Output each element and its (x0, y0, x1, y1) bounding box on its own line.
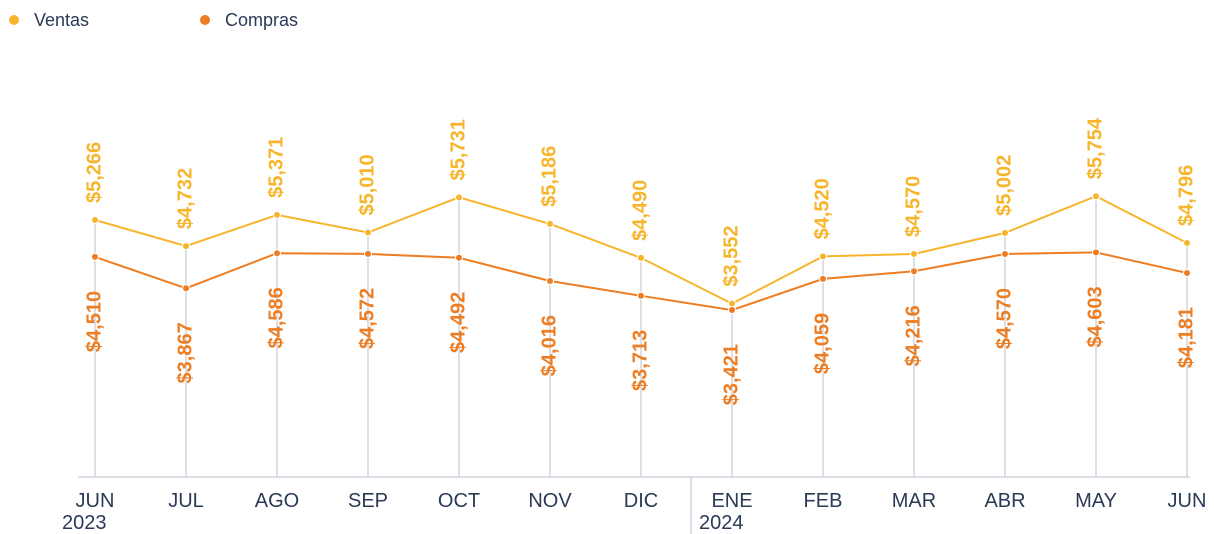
data-label: $4,016 (538, 315, 560, 376)
legend-dot (9, 15, 19, 25)
data-label: $4,510 (83, 291, 105, 352)
data-label: $4,492 (447, 292, 469, 353)
point (819, 252, 827, 261)
data-label: $5,186 (538, 146, 560, 207)
point (1183, 238, 1191, 247)
year-label: 2024 (699, 512, 744, 534)
data-label: $4,490 (629, 180, 651, 241)
data-label: $4,732 (174, 168, 196, 229)
point (910, 249, 918, 258)
point (728, 306, 736, 315)
data-label: $3,713 (629, 330, 651, 391)
x-tick-label: DIC (624, 490, 658, 512)
x-tick-label: FEB (804, 490, 843, 512)
x-tick-label: JUN (76, 490, 115, 512)
data-label: $5,002 (993, 155, 1015, 216)
point (637, 253, 645, 262)
point (91, 216, 99, 225)
data-label: $4,603 (1084, 286, 1106, 347)
x-tick-label: ENE (711, 490, 752, 512)
point (273, 210, 281, 219)
point (455, 253, 463, 262)
data-label: $4,796 (1175, 165, 1197, 226)
data-label: $5,010 (356, 154, 378, 215)
data-label: $4,216 (902, 305, 924, 366)
point (546, 219, 554, 228)
point (819, 274, 827, 283)
legend-label: Ventas (34, 10, 89, 30)
data-label: $4,570 (902, 176, 924, 237)
data-label: $5,371 (265, 137, 287, 198)
data-label: $4,570 (993, 288, 1015, 349)
year-label: 2023 (62, 512, 107, 534)
data-label: $3,421 (720, 344, 742, 405)
x-tick-label: NOV (528, 490, 572, 512)
data-label: $4,586 (265, 287, 287, 348)
point (1092, 248, 1100, 257)
data-label: $4,181 (1175, 307, 1197, 368)
x-tick-label: ABR (984, 490, 1025, 512)
data-label: $5,754 (1084, 117, 1106, 179)
point (1092, 192, 1100, 201)
data-label: $5,731 (447, 119, 469, 180)
point (182, 242, 190, 251)
point (455, 193, 463, 202)
point (364, 249, 372, 258)
legend-dot (200, 15, 210, 25)
x-tick-label: AGO (255, 490, 299, 512)
point (364, 228, 372, 237)
point (91, 252, 99, 261)
point (546, 277, 554, 286)
x-tick-label: JUN (1168, 490, 1207, 512)
point (910, 267, 918, 276)
point (1001, 228, 1009, 237)
point (273, 249, 281, 258)
x-tick-label: MAR (892, 490, 936, 512)
point (1001, 249, 1009, 258)
point (637, 291, 645, 300)
data-label: $3,867 (174, 322, 196, 383)
x-tick-label: JUL (168, 490, 204, 512)
data-label: $3,552 (720, 225, 742, 286)
x-tick-label: SEP (348, 490, 388, 512)
x-tick-label: OCT (438, 490, 480, 512)
data-label: $4,572 (356, 288, 378, 349)
data-label: $5,266 (83, 142, 105, 203)
data-label: $4,520 (811, 178, 833, 239)
legend-label: Compras (225, 10, 298, 30)
x-tick-label: MAY (1075, 490, 1117, 512)
data-label: $4,059 (811, 313, 833, 374)
point (1183, 268, 1191, 277)
point (182, 284, 190, 293)
